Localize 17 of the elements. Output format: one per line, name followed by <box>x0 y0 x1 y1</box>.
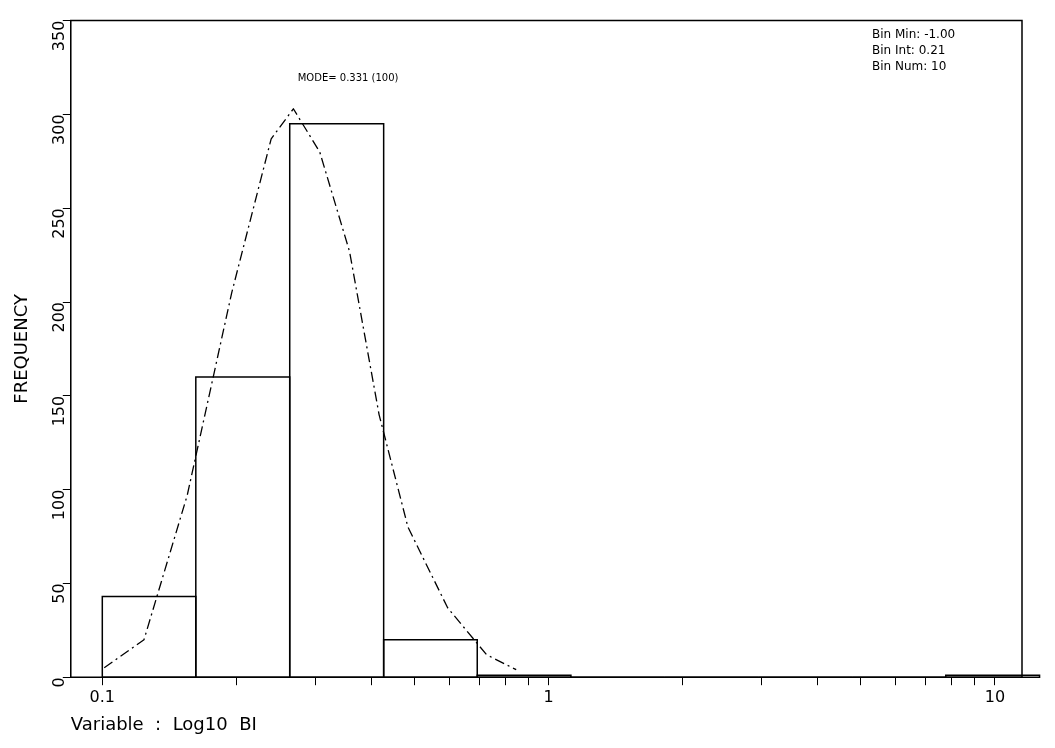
y-tick-label: 50 <box>48 583 68 604</box>
y-axis-title: FREQUENCY <box>10 293 32 404</box>
y-tick-label: 100 <box>48 489 68 521</box>
x-tick-label: 1 <box>543 686 554 706</box>
annotation: MODE= 0.331 (100) <box>297 72 399 84</box>
y-tick-label: 150 <box>48 395 68 427</box>
annotation: Bin Num: 10 <box>872 58 947 73</box>
annotation: Bin Min: -1.00 <box>872 26 956 41</box>
annotation: Bin Int: 0.21 <box>872 42 946 57</box>
x-axis-title: Variable : Log10 BI <box>70 712 257 734</box>
x-tick-label: 0.1 <box>89 686 116 706</box>
y-tick-label: 350 <box>48 20 68 52</box>
y-tick-label: 300 <box>48 114 68 145</box>
y-tick-label: 0 <box>48 677 68 688</box>
y-tick-label: 250 <box>48 208 68 239</box>
x-tick-label: 10 <box>984 686 1006 706</box>
y-tick-label: 200 <box>48 302 68 333</box>
